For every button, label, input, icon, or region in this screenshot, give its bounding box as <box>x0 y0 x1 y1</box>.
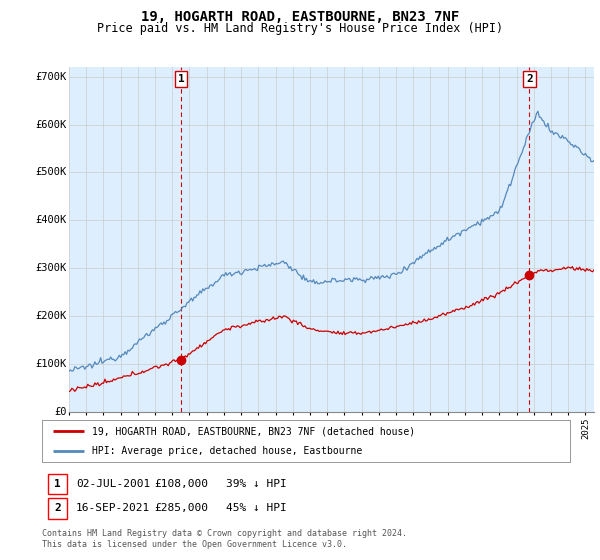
Text: 2: 2 <box>526 74 533 84</box>
Text: £600K: £600K <box>35 120 67 129</box>
Text: £400K: £400K <box>35 215 67 225</box>
Text: 1: 1 <box>178 74 184 84</box>
Text: £0: £0 <box>54 407 67 417</box>
Text: 02-JUL-2001: 02-JUL-2001 <box>76 479 151 489</box>
Text: 1: 1 <box>54 479 61 489</box>
Text: HPI: Average price, detached house, Eastbourne: HPI: Average price, detached house, East… <box>92 446 362 456</box>
Text: £300K: £300K <box>35 263 67 273</box>
Text: 19, HOGARTH ROAD, EASTBOURNE, BN23 7NF (detached house): 19, HOGARTH ROAD, EASTBOURNE, BN23 7NF (… <box>92 426 415 436</box>
Text: Contains HM Land Registry data © Crown copyright and database right 2024.
This d: Contains HM Land Registry data © Crown c… <box>42 529 407 549</box>
Text: Price paid vs. HM Land Registry's House Price Index (HPI): Price paid vs. HM Land Registry's House … <box>97 22 503 35</box>
Text: £500K: £500K <box>35 167 67 178</box>
Text: £200K: £200K <box>35 311 67 321</box>
Text: 39% ↓ HPI: 39% ↓ HPI <box>226 479 287 489</box>
Text: 19, HOGARTH ROAD, EASTBOURNE, BN23 7NF: 19, HOGARTH ROAD, EASTBOURNE, BN23 7NF <box>141 10 459 24</box>
Text: 45% ↓ HPI: 45% ↓ HPI <box>226 503 287 514</box>
Text: £108,000: £108,000 <box>154 479 208 489</box>
Text: 16-SEP-2021: 16-SEP-2021 <box>76 503 151 514</box>
Text: £285,000: £285,000 <box>154 503 208 514</box>
Text: 2: 2 <box>54 503 61 514</box>
Text: £100K: £100K <box>35 359 67 369</box>
Text: £700K: £700K <box>35 72 67 82</box>
